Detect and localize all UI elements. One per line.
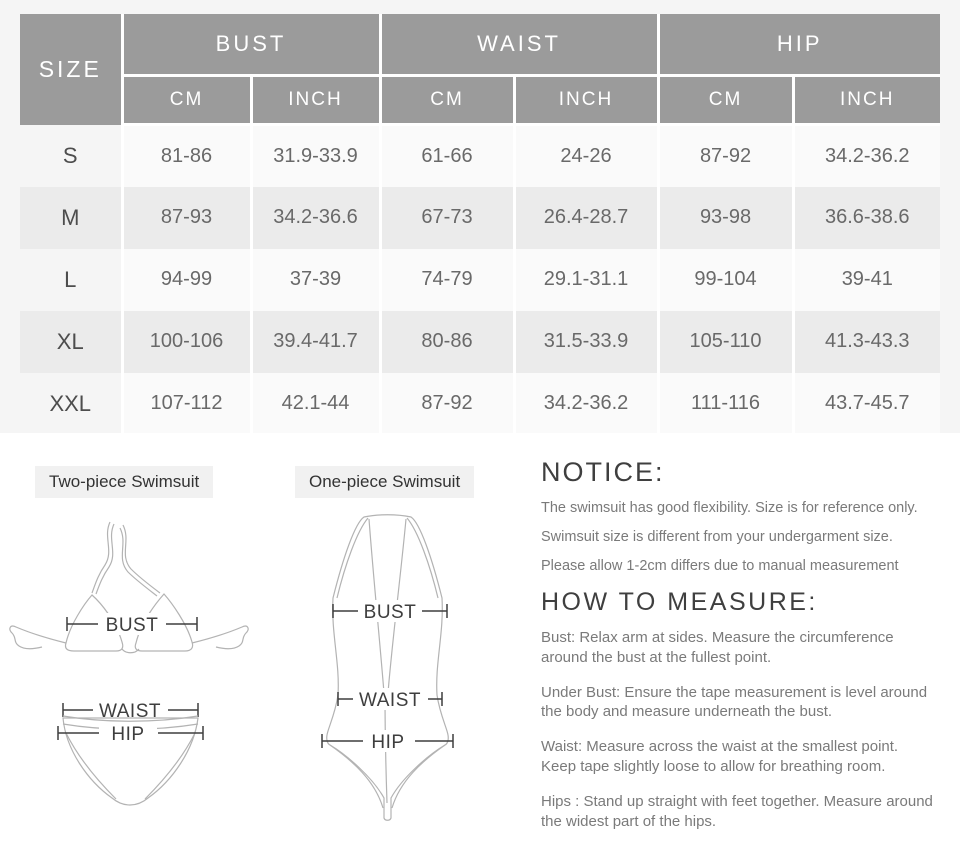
- info-column: NOTICE: The swimsuit has good flexibilit…: [541, 457, 953, 846]
- unit-subheader-cell: INCH: [512, 75, 659, 126]
- table-row: M 87-93 34.2-36.6 67-73 26.4-28.7 93-98 36.6-3…: [20, 186, 941, 249]
- one-piece-outline: [326, 514, 449, 821]
- measure-paragraphs: Bust: Relax arm at sides. Measure the ci…: [541, 628, 953, 831]
- size-corner-header: SIZE: [20, 14, 122, 125]
- notice-line: Please allow 1-2cm differs due to manual…: [541, 558, 899, 574]
- measurement-cell: 34.2-36.6: [249, 186, 380, 249]
- one-piece-hip-label: HIP: [371, 732, 404, 753]
- table-header: SIZE BUST WAIST HIP CM INCH CM INCH CM INCH: [20, 14, 941, 126]
- notice-lines: The swimsuit has good flexibility. Size …: [541, 500, 953, 574]
- hip-group-header: HIP: [656, 14, 941, 77]
- measurement-cell: 111-116: [656, 372, 794, 435]
- bikini-bust-label: BUST: [106, 615, 159, 636]
- size-cell: S: [62, 142, 78, 168]
- unit-subheader-cell: CM: [378, 75, 514, 126]
- unit-subheader-cell: INCH: [249, 75, 380, 126]
- table-body: S 81-86 31.9-33.9 61-66 24-26 87-92 34.2-36.2 M…: [20, 124, 941, 435]
- measurement-cell: 87-92: [656, 124, 794, 187]
- table-group-header-row: SIZE BUST WAIST HIP: [20, 14, 941, 125]
- measurement-cell: 100-106: [120, 310, 251, 373]
- measurement-cell: 61-66: [378, 124, 514, 187]
- bikini-bottom-piece: [62, 715, 199, 806]
- bikini-hip-measure-line: HIP: [57, 722, 204, 745]
- table-subheader-row: CM INCH CM INCH CM INCH: [20, 75, 941, 126]
- measurement-cell: 24-26: [512, 124, 659, 187]
- notice-line: The swimsuit has good flexibility. Size …: [541, 500, 918, 516]
- measurement-cell: 34.2-36.2: [791, 124, 941, 187]
- size-chart-band: SIZE BUST WAIST HIP CM INCH CM INCH CM INCH S…: [20, 14, 941, 435]
- bikini-side-straps: [9, 625, 249, 650]
- notice-line: Swimsuit size is different from your und…: [541, 529, 893, 545]
- measurement-cell: 80-86: [378, 310, 514, 373]
- one-piece-bust-measure-line: BUST: [332, 600, 448, 623]
- one-piece-swimsuit-diagram: BUST WAIST HIP: [321, 514, 454, 821]
- measuring-guide-section: Two-piece Swimsuit One-piece Swimsuit BU…: [0, 433, 960, 831]
- size-cell: M: [20, 186, 122, 249]
- measurement-cell: 39.4-41.7: [249, 310, 380, 373]
- measure-paragraph: Hips : Stand up straight with feet toget…: [541, 792, 933, 830]
- bikini-waist-label: WAIST: [99, 701, 161, 722]
- table-row: XL 100-106 39.4-41.7 80-86 31.5-33.9 105-110 4…: [20, 310, 941, 373]
- size-cell: XL: [20, 310, 122, 373]
- measurement-cell: 26.4-28.7: [512, 186, 659, 249]
- one-piece-hip-measure-line: HIP: [321, 730, 454, 753]
- bikini-center-bridge: [121, 648, 140, 654]
- table-row: XXL 107-112 42.1-44 87-92 34.2-36.2 111-116 43…: [20, 372, 941, 435]
- measurement-cell: 67-73: [378, 186, 514, 249]
- two-piece-swimsuit-diagram: BUST WAIST HIP: [9, 521, 249, 806]
- size-chart-table: SIZE BUST WAIST HIP CM INCH CM INCH CM INCH S…: [20, 14, 941, 435]
- measurement-cell: 87-92: [378, 372, 514, 435]
- measurement-cell: 74-79: [378, 248, 514, 311]
- measure-paragraph: Bust: Relax arm at sides. Measure the ci…: [541, 629, 894, 666]
- one-piece-bust-label: BUST: [364, 602, 417, 623]
- size-cell: L: [64, 266, 77, 292]
- measurement-cell: 31.9-33.9: [249, 124, 380, 187]
- measurement-cell: 99-104: [656, 248, 794, 311]
- notice-title: NOTICE:: [541, 457, 665, 487]
- bikini-bust-measure-line: BUST: [66, 613, 198, 636]
- unit-subheader-cell: CM: [656, 75, 794, 126]
- measurement-cell: 36.6-38.6: [791, 186, 941, 249]
- how-to-measure-title: HOW TO MEASURE:: [541, 588, 818, 616]
- measurement-cell: 39-41: [791, 248, 941, 311]
- two-piece-label: Two-piece Swimsuit: [35, 466, 214, 498]
- table-row: L 94-99 37-39 74-79 29.1-31.1 99-104 39-41: [20, 248, 941, 311]
- one-piece-label: One-piece Swimsuit: [295, 466, 475, 498]
- measurement-cell: 43.7-45.7: [791, 372, 941, 435]
- measurement-cell: 94-99: [120, 248, 251, 311]
- bikini-halter-strings: [91, 521, 161, 597]
- measurement-cell: 42.1-44: [249, 372, 380, 435]
- bikini-hip-label: HIP: [111, 724, 144, 745]
- measurement-cell: 37-39: [249, 248, 380, 311]
- measurement-cell: 31.5-33.9: [512, 310, 659, 373]
- one-piece-waist-measure-line: WAIST: [337, 688, 443, 711]
- measurement-cell: 87-93: [120, 186, 251, 249]
- measurement-cell: 93-98: [656, 186, 794, 249]
- measurement-cell: 81-86: [120, 124, 251, 187]
- waist-group-header: WAIST: [378, 14, 659, 77]
- table-row: S 81-86 31.9-33.9 61-66 24-26 87-92 34.2-36.2: [20, 124, 941, 187]
- measurement-cell: 29.1-31.1: [512, 248, 659, 311]
- measure-paragraph: Under Bust: Ensure the tape measurement …: [541, 683, 928, 721]
- measurement-cell: 34.2-36.2: [512, 372, 659, 435]
- measurement-cell: 105-110: [656, 310, 794, 373]
- bust-group-header: BUST: [120, 14, 380, 77]
- one-piece-waist-label: WAIST: [359, 690, 421, 711]
- measure-paragraph: Waist: Measure across the waist at the s…: [541, 738, 899, 775]
- measurement-cell: 41.3-43.3: [791, 310, 941, 373]
- measurement-cell: 107-112: [120, 372, 251, 435]
- unit-subheader-cell: CM: [120, 75, 251, 126]
- size-cell: XXL: [49, 390, 92, 416]
- unit-subheader-cell: INCH: [791, 75, 941, 126]
- bikini-waist-measure-line: WAIST: [62, 699, 199, 722]
